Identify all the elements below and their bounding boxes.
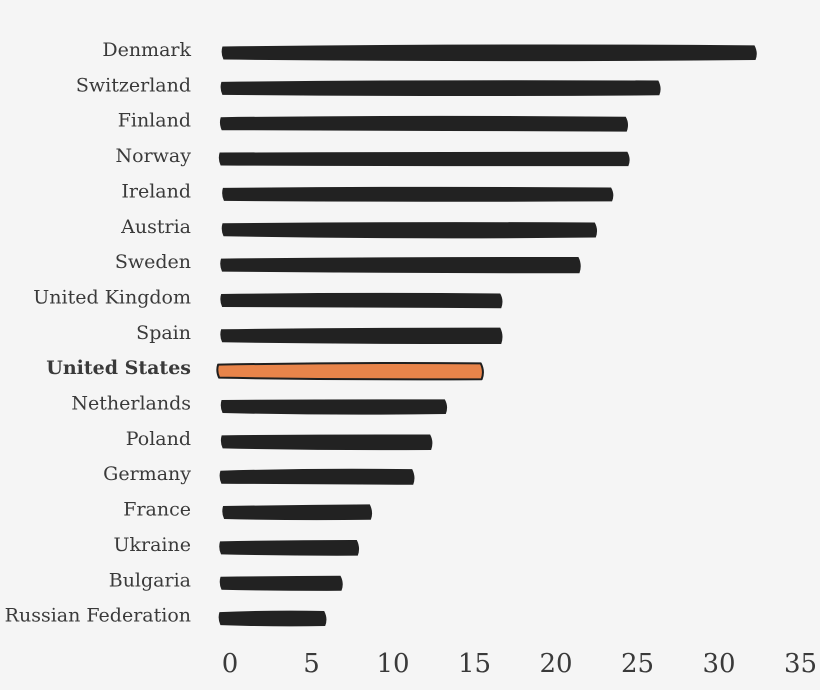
x-axis-ticks: 0 5 10 15 20 25 30 35 [222,649,817,679]
category-label-sweden: Sweden [115,251,191,273]
category-label-russian-federation: Russian Federation [5,605,191,627]
bar-finland [219,115,629,132]
bar-bulgaria [219,575,343,591]
category-label-germany: Germany [103,463,191,485]
x-tick-label-30: 30 [702,649,735,679]
category-labels: Denmark Switzerland Finland Norway Ireland Au… [5,39,192,627]
category-label-norway: Norway [116,145,192,167]
bar-norway [218,151,630,167]
x-tick-label-25: 25 [621,649,654,679]
bar-switzerland [220,80,661,97]
category-label-denmark: Denmark [102,39,191,61]
category-label-ukraine: Ukraine [114,534,192,556]
category-label-spain: Spain [136,322,191,344]
bar-highlighted-united-states [216,362,484,381]
bar-austria [221,222,598,239]
category-label-france: France [123,499,191,521]
category-label-bulgaria: Bulgaria [109,569,191,591]
category-label-ireland: Ireland [121,180,191,202]
bar-russian-federation [218,610,327,627]
bar-spain [220,327,503,345]
bar-ukraine [219,539,360,556]
category-label-finland: Finland [118,110,191,132]
bar-denmark [221,44,757,62]
category-label-austria: Austria [120,216,191,238]
bar-ireland [222,186,614,202]
category-label-netherlands: Netherlands [71,393,191,415]
bars-group [216,44,757,627]
x-tick-label-5: 5 [303,649,320,679]
bar-netherlands [220,399,448,415]
x-tick-label-10: 10 [376,649,409,679]
bar-germany [219,468,415,485]
bar-france [222,504,373,521]
bar-sweden [220,257,581,274]
x-tick-label-20: 20 [539,649,572,679]
category-label-switzerland: Switzerland [76,74,191,96]
category-label-poland: Poland [126,428,191,450]
bar-poland [220,434,433,451]
x-tick-label-35: 35 [784,649,817,679]
category-label-united-states: United States [46,357,191,379]
category-label-united-kingdom: United Kingdom [33,286,191,308]
x-tick-label-15: 15 [458,649,491,679]
x-tick-label-0: 0 [222,649,239,679]
bar-united-kingdom [220,292,503,309]
